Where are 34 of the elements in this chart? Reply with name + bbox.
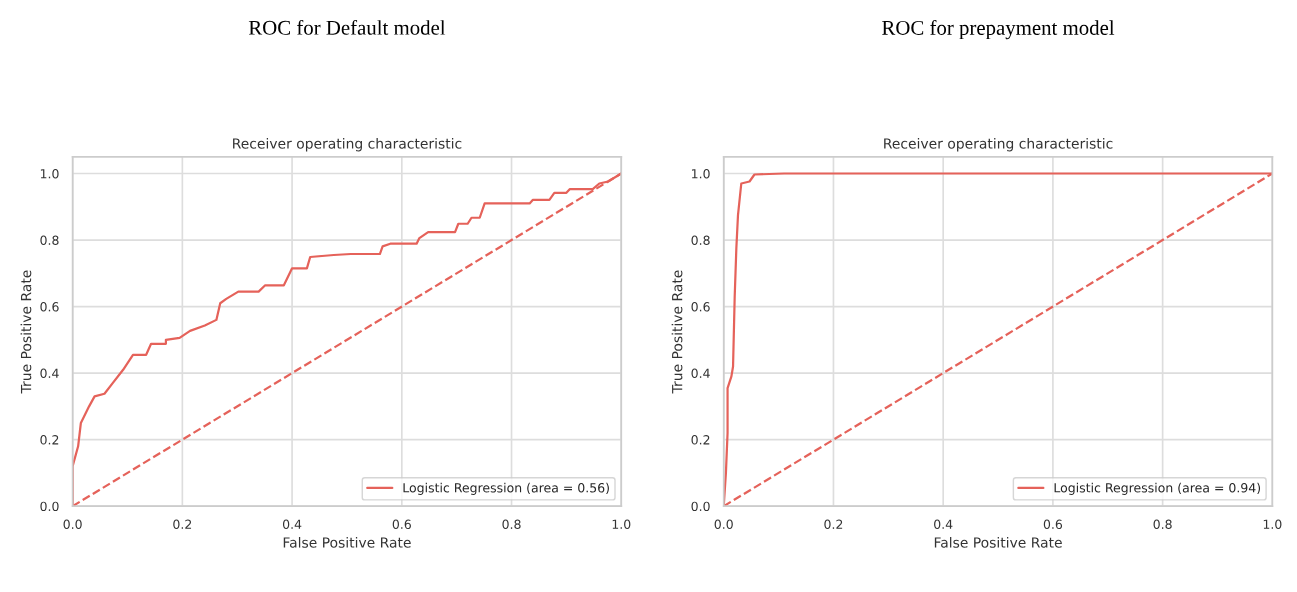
y-axis-title: True Positive Rate [671,270,683,394]
y-tick-label: 0.6 [691,302,710,312]
y-tick-label: 1.0 [692,168,710,179]
y-tick-label: 1.0 [40,168,59,179]
y-tick-label: 0.8 [40,235,59,245]
y-tick-label: 0.8 [691,235,710,245]
x-tick-label: 1.0 [1263,519,1282,530]
x-tick-label: 0.4 [934,519,953,530]
chart-title: Receiver operating characteristic [884,137,1113,152]
y-tick-label: 0.4 [691,368,710,379]
y-tick-label: 0.6 [40,302,59,312]
x-tick-label: 0.8 [1153,519,1172,530]
y-tick-label: 0.2 [40,435,59,445]
y-tick-label: 0.0 [40,501,59,512]
x-tick-label: 0.0 [63,519,82,530]
x-tick-label: 1.0 [612,519,631,530]
legend-label: Logistic Regression (area = 0.94) [1054,482,1261,495]
chart-subtitle: ROC for prepayment model [882,20,1115,40]
x-axis-title: False Positive Rate [283,537,411,548]
x-tick-label: 0.2 [824,519,843,530]
y-tick-label: 0.0 [691,501,710,512]
x-tick-label: 0.4 [282,519,302,530]
y-tick-label: 0.2 [691,435,710,445]
x-tick-label: 0.6 [392,519,411,530]
x-tick-label: 0.6 [1043,519,1063,530]
x-tick-label: 0.2 [173,519,192,530]
chart-subtitle: ROC for Default model [248,19,446,35]
y-axis-title: True Positive Rate [20,270,32,394]
x-tick-label: 0.8 [502,519,521,530]
x-axis-title: False Positive Rate [934,537,1062,548]
x-tick-label: 0.0 [714,519,733,530]
legend-label: Logistic Regression (area = 0.56) [403,482,609,495]
y-tick-label: 0.4 [40,368,59,379]
chart-title: Receiver operating characteristic [233,137,462,152]
